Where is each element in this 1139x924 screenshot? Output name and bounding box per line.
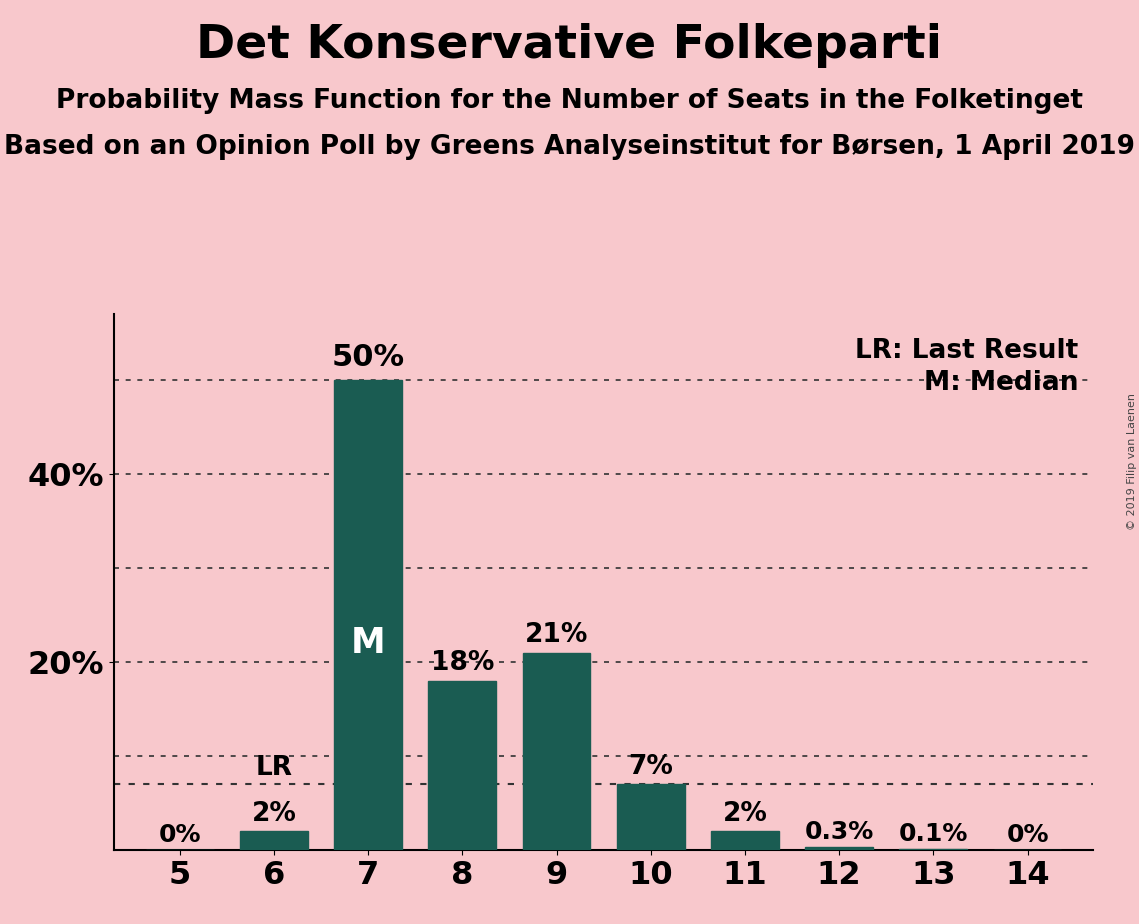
Bar (523, 652, 590, 850)
Text: M: M (351, 626, 385, 661)
Text: 2%: 2% (722, 800, 768, 827)
Text: M: Median: M: Median (924, 371, 1079, 396)
Bar (428, 681, 497, 850)
Text: 50%: 50% (331, 344, 404, 372)
Text: Based on an Opinion Poll by Greens Analyseinstitut for Børsen, 1 April 2019: Based on an Opinion Poll by Greens Analy… (5, 134, 1134, 160)
Text: 18%: 18% (431, 650, 494, 676)
Text: 0%: 0% (158, 823, 202, 847)
Bar (711, 832, 779, 850)
Text: 0.1%: 0.1% (899, 822, 968, 846)
Text: 7%: 7% (629, 754, 673, 780)
Bar (335, 380, 402, 850)
Text: 2%: 2% (252, 800, 296, 827)
Text: © 2019 Filip van Laenen: © 2019 Filip van Laenen (1126, 394, 1137, 530)
Text: Det Konservative Folkeparti: Det Konservative Folkeparti (197, 23, 942, 68)
Bar (617, 784, 685, 850)
Text: Probability Mass Function for the Number of Seats in the Folketinget: Probability Mass Function for the Number… (56, 88, 1083, 114)
Text: LR: Last Result: LR: Last Result (855, 338, 1079, 364)
Bar (240, 832, 308, 850)
Text: 0.3%: 0.3% (804, 821, 874, 845)
Bar (900, 849, 967, 850)
Text: 21%: 21% (525, 622, 588, 648)
Bar (805, 847, 874, 850)
Text: LR: LR (255, 756, 293, 782)
Text: 0%: 0% (1006, 823, 1049, 847)
